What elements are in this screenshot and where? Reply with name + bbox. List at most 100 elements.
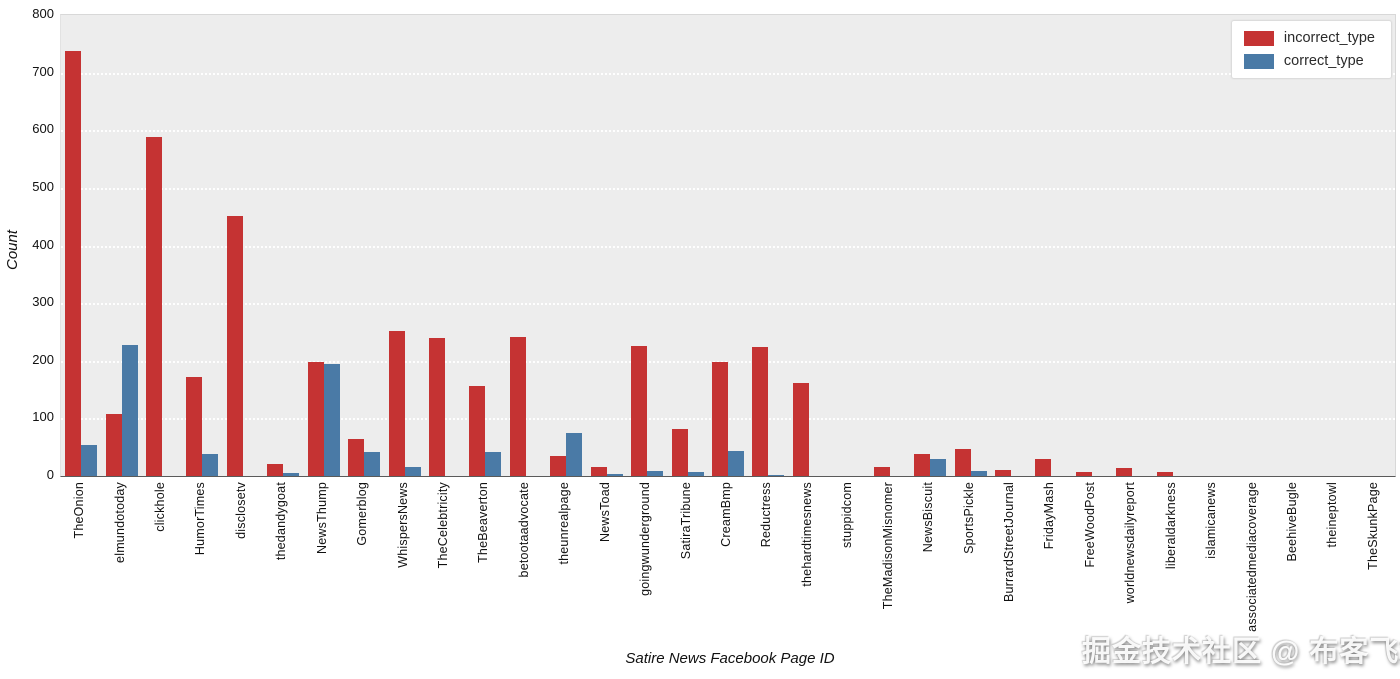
bar-correct_type-goingwunderground	[647, 470, 664, 476]
bar-incorrect_type-goingwunderground	[631, 345, 648, 476]
legend-label: incorrect_type	[1283, 30, 1375, 46]
x-tick-label-TheMadisonMisnomer: TheMadisonMisnomer	[880, 482, 895, 610]
x-tick-label-NewsToad: NewsToad	[597, 482, 612, 542]
bar-correct_type-Reductress	[768, 474, 785, 476]
bar-incorrect_type-thehardtimesnews	[792, 382, 809, 476]
x-tick-label-CreamBmp: CreamBmp	[719, 482, 733, 547]
x-tick-label-thehardtimesnews: thehardtimesnews	[799, 482, 814, 587]
bar-correct_type-theunrealpage	[566, 433, 583, 476]
legend-label: correct_type	[1283, 53, 1364, 69]
y-tick-label-700: 700	[32, 63, 54, 79]
bar-correct_type-HumorTimes	[202, 454, 219, 476]
bar-incorrect_type-thedandygoat	[267, 463, 284, 476]
y-tick-label-300: 300	[32, 294, 54, 310]
gridline-y-100	[61, 418, 1395, 421]
y-tick-label-100: 100	[32, 409, 54, 425]
x-tick-label-islamicanews: islamicanews	[1204, 482, 1219, 559]
bar-correct_type-TheOnion	[81, 445, 98, 476]
bar-incorrect_type-Gomerblog	[348, 438, 365, 476]
x-tick-label-FreeWoodPost: FreeWoodPost	[1082, 482, 1097, 568]
bar-correct_type-Gomerblog	[364, 451, 381, 476]
x-tick-label-BeehiveBugle: BeehiveBugle	[1284, 482, 1299, 562]
bar-incorrect_type-NewsToad	[590, 467, 607, 476]
y-tick-label-200: 200	[32, 351, 54, 367]
bar-incorrect_type-TheOnion	[65, 50, 82, 476]
gridline-y-700	[61, 72, 1395, 75]
x-tick-label-elmundotoday: elmundotoday	[112, 482, 127, 563]
bar-incorrect_type-HumorTimes	[186, 377, 203, 476]
x-tick-label-NewsThump: NewsThump	[314, 482, 329, 554]
bar-incorrect_type-WhispersNews	[388, 330, 405, 476]
x-tick-label-disclosetv: disclosetv	[233, 482, 248, 539]
legend-entry-correct-type: correct_type	[1243, 53, 1375, 69]
bar-incorrect_type-theunrealpage	[550, 456, 567, 476]
bar-correct_type-NewsBiscuit	[930, 459, 947, 476]
x-tick-label-BurrardStreetJournal: BurrardStreetJournal	[1001, 482, 1016, 603]
bar-incorrect_type-BurrardStreetJournal	[994, 470, 1011, 476]
x-tick-label-TheSkunkPage: TheSkunkPage	[1365, 482, 1380, 570]
legend-swatch-correct-type	[1243, 53, 1274, 69]
x-tick-label-TheBeaverton: TheBeaverton	[476, 482, 491, 563]
x-tick-label-SportsPickle: SportsPickle	[961, 482, 976, 554]
x-tick-label-SatiraTribune: SatiraTribune	[678, 482, 693, 560]
bar-incorrect_type-betootaadvocate	[509, 337, 526, 476]
bar-incorrect_type-FridayMash	[1035, 458, 1052, 476]
x-tick-label-thedandygoat: thedandygoat	[274, 482, 289, 561]
x-tick-label-NewsBiscuit: NewsBiscuit	[921, 482, 936, 553]
bar-incorrect_type-Reductress	[752, 346, 769, 476]
x-tick-label-associatedmediacoverage: associatedmediacoverage	[1244, 482, 1259, 632]
legend-swatch-incorrect-type	[1243, 30, 1274, 46]
x-tick-label-Reductress: Reductress	[759, 482, 774, 548]
x-tick-label-theineptowl: theineptowl	[1325, 482, 1340, 548]
bar-incorrect_type-NewsThump	[307, 361, 324, 476]
gridline-y-500	[61, 187, 1395, 190]
bar-incorrect_type-disclosetv	[226, 215, 243, 476]
bar-incorrect_type-TheMadisonMisnomer	[873, 467, 890, 476]
x-tick-label-FridayMash: FridayMash	[1042, 482, 1057, 550]
bar-correct_type-thedandygoat	[283, 473, 300, 476]
x-tick-label-goingwunderground: goingwunderground	[638, 482, 653, 596]
gridline-y-200	[61, 360, 1395, 363]
bar-incorrect_type-liberaldarkness	[1156, 471, 1173, 476]
gridline-y-600	[61, 130, 1395, 133]
bar-incorrect_type-TheBeaverton	[469, 386, 486, 476]
x-tick-label-worldnewsdailyreport: worldnewsdailyreport	[1123, 482, 1138, 604]
x-tick-label-betootaadvocate: betootaadvocate	[516, 482, 531, 578]
y-tick-label-400: 400	[32, 236, 54, 252]
bar-correct_type-WhispersNews	[404, 467, 421, 476]
bar-correct_type-NewsThump	[323, 363, 340, 476]
y-tick-label-0: 0	[46, 467, 54, 482]
bar-incorrect_type-elmundotoday	[105, 413, 122, 476]
bar-incorrect_type-SportsPickle	[954, 448, 971, 476]
x-tick-label-TheOnion: TheOnion	[72, 482, 87, 539]
x-tick-label-theunrealpage: theunrealpage	[557, 482, 572, 565]
gridline-y-300	[61, 303, 1395, 306]
x-tick-label-TheCelebtricity: TheCelebtricity	[436, 482, 451, 569]
legend: incorrect_type correct_type	[1230, 20, 1392, 79]
bar-incorrect_type-NewsBiscuit	[914, 453, 931, 476]
plot-area	[60, 14, 1396, 477]
y-tick-label-600: 600	[32, 121, 54, 137]
x-tick-label-HumorTimes: HumorTimes	[193, 482, 208, 556]
y-tick-label-500: 500	[32, 178, 54, 194]
x-axis-title: Satire News Facebook Page ID	[625, 650, 835, 667]
bar-correct_type-SatiraTribune	[687, 471, 704, 476]
bar-correct_type-elmundotoday	[121, 345, 138, 476]
x-tick-label-WhispersNews: WhispersNews	[395, 482, 410, 568]
bar-incorrect_type-clickhole	[146, 137, 163, 476]
legend-entry-incorrect-type: incorrect_type	[1243, 30, 1375, 46]
bar-correct_type-SportsPickle	[970, 470, 987, 476]
x-tick-label-stuppidcom: stuppidcom	[840, 482, 855, 548]
watermark: 掘金技术社区 @ 布客飞龙	[1082, 636, 1400, 668]
bar-incorrect_type-CreamBmp	[712, 361, 728, 476]
x-tick-label-liberaldarkness: liberaldarkness	[1163, 482, 1178, 570]
x-tick-label-clickhole: clickhole	[153, 482, 168, 532]
y-tick-label-800: 800	[32, 6, 54, 21]
bar-correct_type-NewsToad	[606, 473, 623, 476]
bar-correct_type-TheBeaverton	[485, 452, 502, 476]
bar-incorrect_type-worldnewsdailyreport	[1116, 467, 1133, 476]
bar-correct_type-CreamBmp	[728, 451, 744, 476]
gridline-y-400	[61, 245, 1395, 248]
bar-incorrect_type-FreeWoodPost	[1075, 471, 1092, 476]
